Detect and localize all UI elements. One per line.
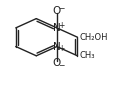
Text: −: −	[58, 61, 64, 70]
Text: O: O	[53, 58, 61, 68]
Text: CH₂OH: CH₂OH	[79, 33, 108, 42]
Text: +: +	[58, 21, 64, 30]
Text: −: −	[58, 4, 64, 13]
Text: N: N	[53, 41, 61, 52]
Text: +: +	[58, 44, 64, 53]
Text: N: N	[53, 23, 61, 33]
Text: CH₃: CH₃	[79, 51, 95, 60]
Text: O: O	[53, 6, 61, 16]
